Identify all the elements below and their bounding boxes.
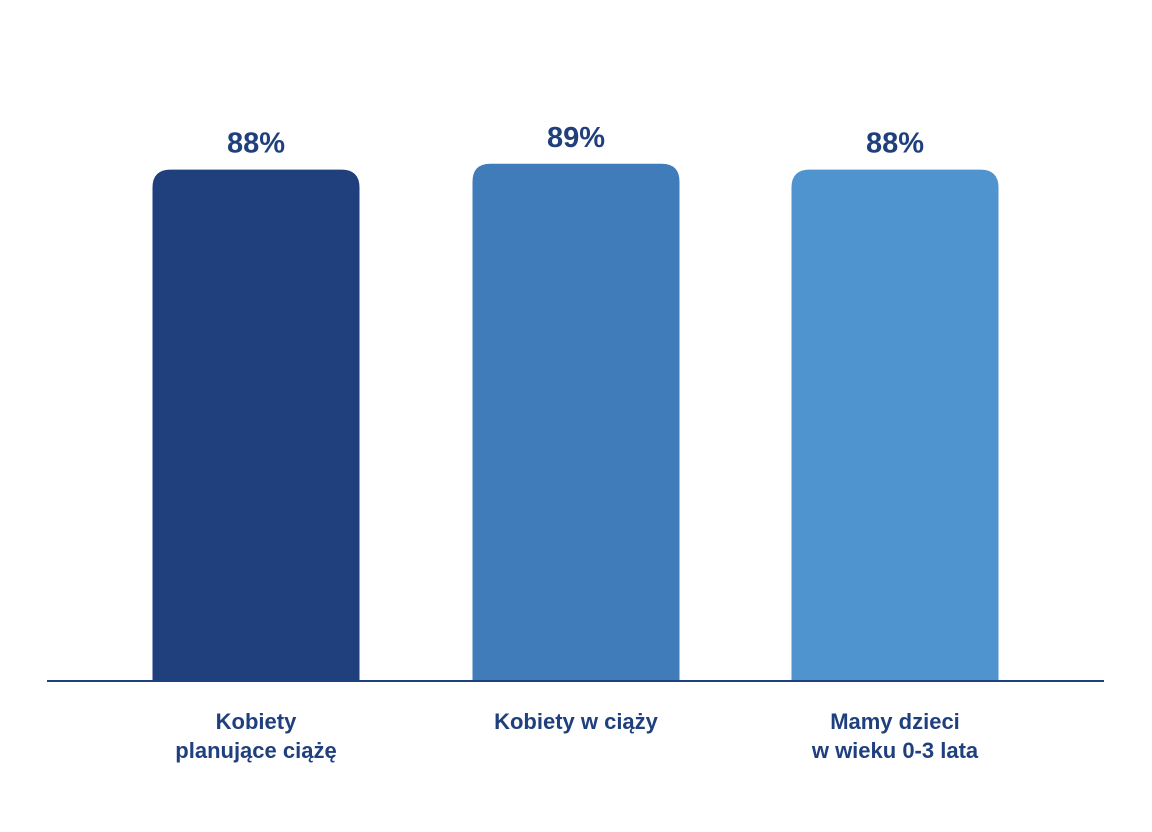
bar-2 xyxy=(472,163,680,681)
category-label-3-line-2: w wieku 0-3 lata xyxy=(811,738,979,763)
bars-layer xyxy=(152,163,999,681)
category-label-1-line-1: Kobiety xyxy=(216,709,297,734)
value-label-2: 89% xyxy=(547,122,605,154)
bar-3 xyxy=(791,169,999,680)
bar-1 xyxy=(152,169,360,680)
category-label-2-line-1: Kobiety w ciąży xyxy=(494,709,659,734)
value-label-1: 88% xyxy=(227,128,285,160)
category-labels-layer: Kobiety planujące ciążę Kobiety w ciąży Mam… xyxy=(175,709,979,763)
value-label-3: 88% xyxy=(866,128,924,160)
category-label-3-line-1: Mamy dzieci xyxy=(830,709,960,734)
value-labels-layer: 88% 89% 88% xyxy=(227,122,924,160)
category-label-1-line-2: planujące ciążę xyxy=(175,738,336,763)
